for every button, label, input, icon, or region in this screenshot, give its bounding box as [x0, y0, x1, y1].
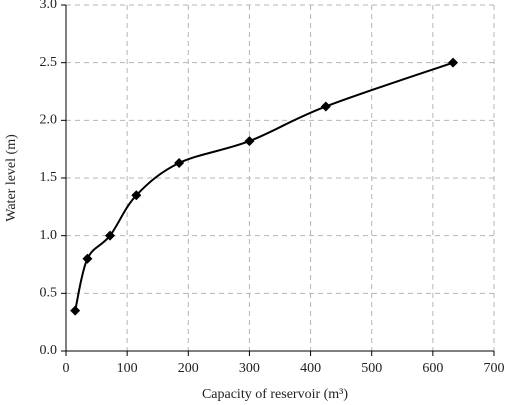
x-tick-label: 100 — [117, 361, 138, 376]
x-tick-label: 0 — [63, 361, 70, 376]
y-tick-label: 2.0 — [40, 113, 58, 128]
data-line — [74, 61, 454, 311]
marker — [82, 253, 93, 264]
y-tick-label: 1.0 — [40, 228, 58, 243]
y-tick-label: 2.5 — [40, 55, 58, 70]
marker — [70, 305, 81, 316]
x-tick-label: 700 — [484, 361, 505, 376]
marker — [174, 158, 185, 169]
x-axis-label: Capacity of reservoir (m³) — [202, 387, 348, 402]
y-axis-label: Water level (m) — [4, 134, 19, 222]
x-tick-label: 400 — [300, 361, 321, 376]
marker — [131, 190, 142, 201]
marker — [320, 101, 331, 112]
x-tick-label: 500 — [361, 361, 382, 376]
x-tick-label: 300 — [239, 361, 260, 376]
marker — [244, 136, 255, 147]
x-tick-label: 200 — [178, 361, 199, 376]
y-tick-label: 0.5 — [40, 286, 58, 301]
marker — [448, 57, 459, 68]
y-tick-label: 0.0 — [40, 343, 58, 358]
x-tick-label: 600 — [422, 361, 443, 376]
y-tick-label: 3.0 — [40, 0, 58, 12]
y-tick-label: 1.5 — [40, 170, 58, 185]
marker — [105, 230, 116, 241]
